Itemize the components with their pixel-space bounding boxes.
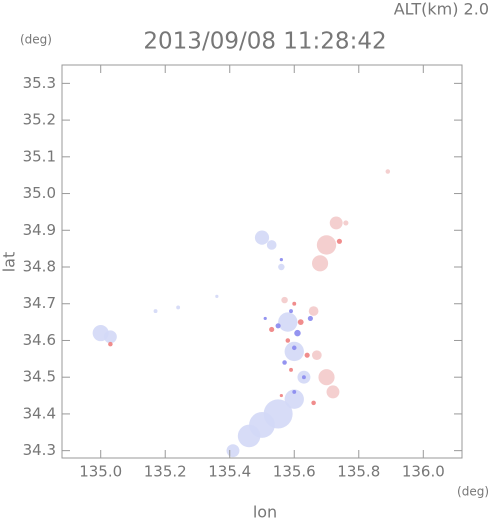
y-tick-label: 35.2	[23, 111, 56, 129]
echo	[215, 294, 219, 299]
y-tick-label: 34.9	[23, 221, 56, 239]
echo	[292, 345, 297, 351]
x-tick-label: 135.8	[337, 463, 380, 481]
echo	[284, 341, 304, 362]
echo	[316, 235, 337, 255]
echo	[226, 444, 240, 458]
echo	[278, 263, 285, 271]
echo	[275, 323, 281, 329]
echo	[263, 316, 267, 321]
y-tick-label: 34.5	[23, 368, 56, 386]
altitude-label: ALT(km) 2.0	[394, 0, 489, 19]
echo	[153, 309, 158, 314]
echo	[326, 385, 340, 399]
echo	[289, 309, 293, 314]
echo	[292, 301, 297, 306]
plot-marks	[92, 169, 391, 458]
echo	[237, 424, 261, 448]
x-tick-label: 135.6	[273, 463, 316, 481]
echo	[281, 296, 288, 304]
echo	[385, 169, 391, 174]
y-tick-label: 34.6	[23, 331, 56, 349]
echo	[343, 220, 349, 226]
y-tick-label: 34.3	[23, 441, 56, 459]
echo	[269, 326, 275, 333]
echo	[292, 389, 297, 394]
echo	[279, 258, 283, 262]
echo	[282, 360, 287, 365]
echo	[254, 230, 270, 245]
echo	[329, 216, 343, 230]
echo	[297, 319, 304, 326]
y-unit: (deg)	[20, 33, 52, 47]
y-tick-label: 35.1	[23, 147, 56, 165]
y-tick-label: 35.0	[23, 184, 56, 202]
echo	[285, 338, 291, 343]
x-unit: (deg)	[457, 485, 489, 499]
echo	[312, 350, 322, 360]
plot-frame	[61, 64, 463, 459]
x-tick-label: 135.4	[208, 463, 251, 481]
echo	[289, 367, 293, 372]
x-axis-label: lon	[253, 503, 277, 522]
echo	[279, 393, 283, 398]
echo	[311, 400, 316, 406]
echo	[307, 315, 313, 322]
echo	[284, 389, 304, 409]
y-tick-label: 34.7	[23, 294, 56, 312]
echo	[336, 238, 342, 244]
x-tick-label: 135.2	[144, 463, 187, 481]
echo	[302, 375, 306, 380]
echo	[266, 240, 277, 250]
echo	[176, 305, 181, 310]
y-tick-label: 34.8	[23, 258, 56, 276]
x-tick-label: 135.0	[79, 463, 122, 481]
echo	[308, 306, 319, 316]
echo	[312, 255, 329, 272]
echo	[278, 312, 298, 332]
x-tick-label: 136.0	[402, 463, 445, 481]
echo	[294, 329, 301, 337]
echo	[103, 330, 117, 344]
echo	[318, 369, 335, 386]
y-tick-label: 34.4	[23, 404, 56, 422]
y-tick-label: 35.3	[23, 74, 56, 92]
echo	[304, 352, 310, 358]
echo	[108, 341, 113, 347]
y-axis-label: lat	[0, 252, 19, 273]
chart-title: 2013/09/08 11:28:42	[143, 29, 386, 55]
